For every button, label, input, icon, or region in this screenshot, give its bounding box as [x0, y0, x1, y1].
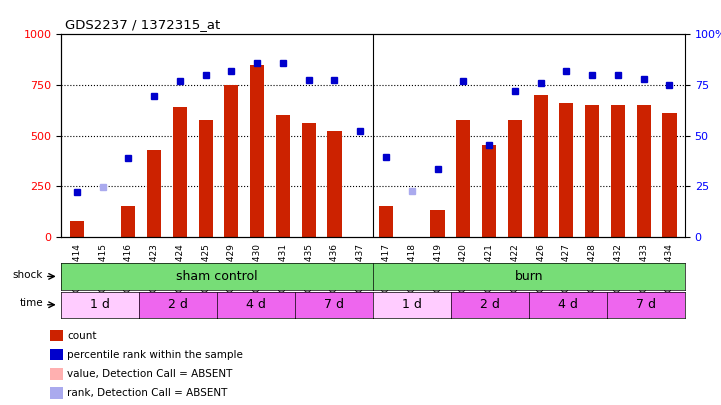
Text: time: time: [19, 298, 43, 309]
Bar: [637, 105, 651, 237]
Bar: [663, 113, 676, 237]
Text: 2 d: 2 d: [480, 298, 500, 311]
Text: percentile rank within the sample: percentile rank within the sample: [67, 350, 243, 360]
Bar: [482, 145, 496, 237]
Bar: [301, 122, 316, 237]
Bar: [50, 349, 63, 360]
Text: 7 d: 7 d: [324, 298, 344, 311]
Bar: [534, 95, 548, 237]
Text: 7 d: 7 d: [636, 298, 656, 311]
Bar: [147, 150, 162, 237]
Bar: [379, 206, 393, 237]
Bar: [611, 105, 625, 237]
Bar: [50, 387, 63, 399]
Text: 4 d: 4 d: [558, 298, 578, 311]
Text: shock: shock: [13, 270, 43, 280]
Bar: [508, 121, 522, 237]
Bar: [198, 121, 213, 237]
Bar: [224, 85, 239, 237]
Bar: [456, 121, 470, 237]
Bar: [276, 115, 290, 237]
Bar: [121, 206, 136, 237]
Bar: [50, 368, 63, 379]
Text: 1 d: 1 d: [90, 298, 110, 311]
Text: 2 d: 2 d: [168, 298, 188, 311]
Bar: [250, 65, 264, 237]
Text: rank, Detection Call = ABSENT: rank, Detection Call = ABSENT: [67, 388, 228, 399]
Text: count: count: [67, 331, 97, 341]
Bar: [430, 210, 445, 237]
Bar: [327, 130, 342, 237]
Text: burn: burn: [515, 270, 544, 283]
Text: 1 d: 1 d: [402, 298, 422, 311]
Bar: [70, 221, 84, 237]
Bar: [50, 330, 63, 341]
Bar: [559, 103, 573, 237]
Text: 4 d: 4 d: [247, 298, 266, 311]
Text: sham control: sham control: [177, 270, 258, 283]
Text: GDS2237 / 1372315_at: GDS2237 / 1372315_at: [65, 18, 220, 31]
Bar: [585, 105, 599, 237]
Bar: [173, 107, 187, 237]
Text: value, Detection Call = ABSENT: value, Detection Call = ABSENT: [67, 369, 233, 379]
